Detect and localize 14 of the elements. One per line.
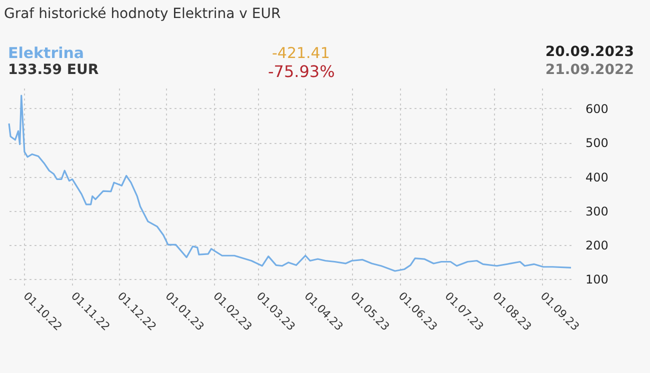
- y-tick-label: 400: [586, 170, 608, 184]
- text: 133.59 EUR: [8, 62, 99, 78]
- text: 20.09.2023: [545, 44, 634, 60]
- y-tick-label: 200: [586, 238, 608, 253]
- chart-title: Graf historické hodnoty Elektrina v EUR: [4, 6, 281, 22]
- y-tick-label: 100: [586, 272, 608, 287]
- text: -421.41: [272, 44, 330, 62]
- text: Elektrina: [8, 44, 84, 62]
- y-tick-label: 600: [586, 102, 608, 116]
- text: -75.93%: [268, 62, 335, 81]
- y-tick-label: 300: [586, 204, 608, 218]
- text: 21.09.2022: [545, 62, 634, 78]
- line-series: [8, 94, 572, 272]
- y-tick-label: 500: [586, 136, 608, 150]
